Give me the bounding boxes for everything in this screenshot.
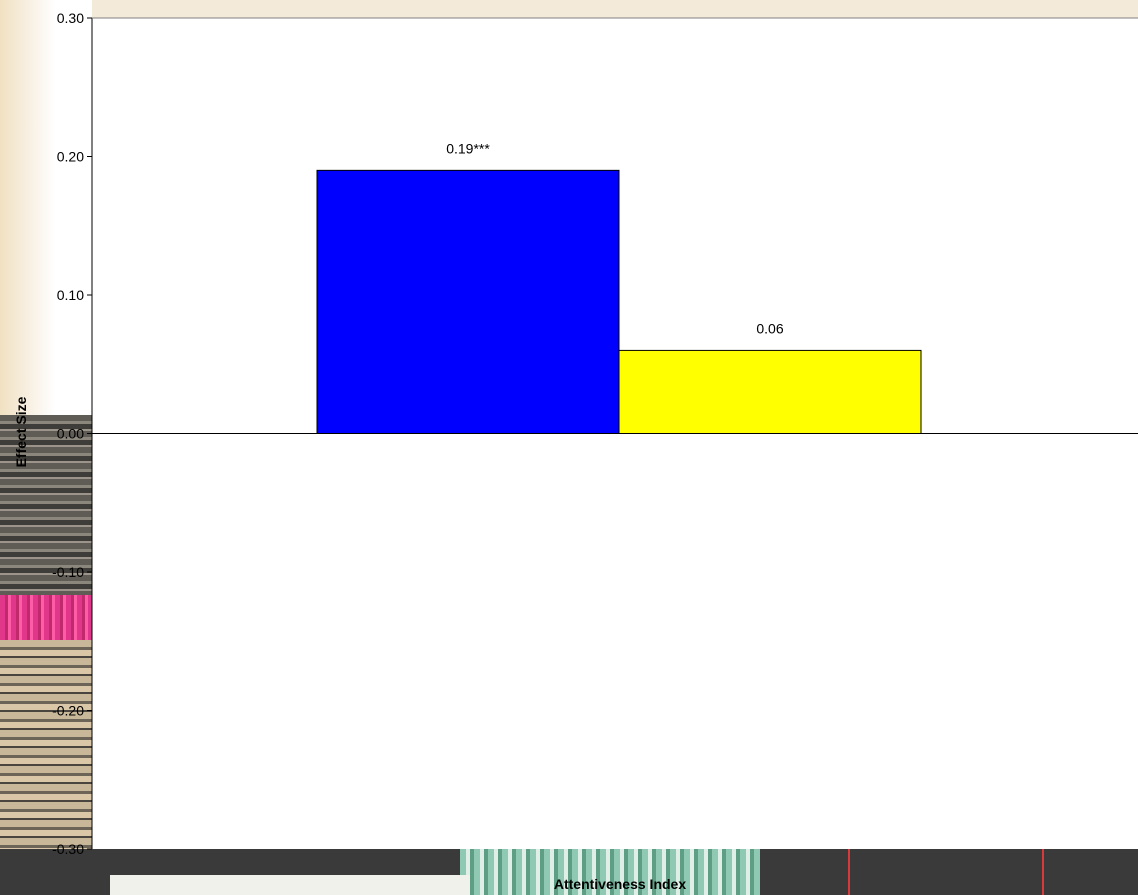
background-line (848, 849, 850, 895)
y-tick-label: -0.30 (52, 841, 84, 857)
background-region (0, 595, 92, 640)
y-axis-title: Effect Size (13, 396, 29, 467)
x-axis-title: Attentiveness Index (554, 876, 686, 892)
background-region (0, 640, 92, 850)
background-line (1042, 849, 1044, 895)
y-tick-label: -0.10 (52, 564, 84, 580)
data-labels: 0.19*** 0.06 (446, 140, 784, 336)
background-region (110, 875, 470, 895)
background-region (460, 849, 760, 895)
bars (92, 17, 1138, 434)
bar-data-label: 0.06 (756, 320, 783, 336)
bar-data-label: 0.19*** (446, 140, 490, 156)
y-tick-label: 0.30 (57, 10, 84, 26)
bar (618, 349, 922, 434)
y-axis: 0.30 0.20 0.10 0.00 -0.10 -0.20 -0.30 (52, 10, 93, 857)
y-tick-label: 0.20 (57, 149, 84, 165)
y-tick-label: 0.00 (57, 426, 84, 442)
background-region (0, 0, 92, 415)
y-tick-label: 0.10 (57, 287, 84, 303)
bar (316, 169, 620, 434)
y-tick-label: -0.20 (52, 703, 84, 719)
background-region (0, 415, 92, 595)
